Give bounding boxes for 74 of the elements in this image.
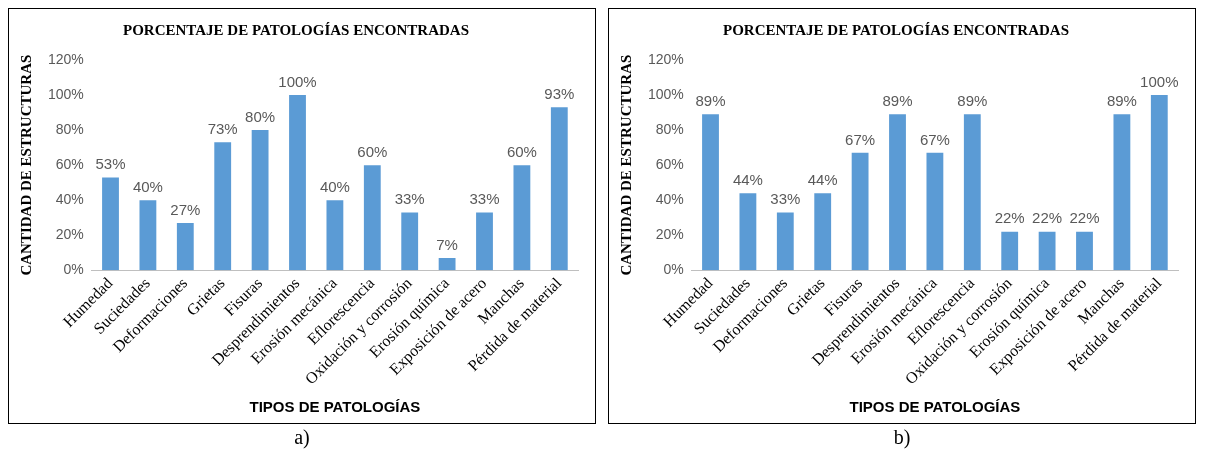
y-axis-title: CANTIDAD DE ESTRUCTURAS <box>617 54 634 276</box>
data-label: 22% <box>1032 209 1063 227</box>
x-axis-title: TIPOS DE PATOLOGÍAS <box>849 398 1021 416</box>
data-label: 93% <box>544 84 575 102</box>
text: a) <box>293 426 311 449</box>
bar <box>102 177 119 271</box>
y-tick-label: 0% <box>663 261 684 278</box>
data-label: 33% <box>770 190 801 208</box>
data-label: 67% <box>845 130 876 148</box>
bar <box>851 152 869 271</box>
x-axis-title: TIPOS DE PATOLOGÍAS <box>249 398 421 416</box>
data-label: 40% <box>132 177 163 195</box>
bar <box>814 193 832 271</box>
data-label: 33% <box>469 190 500 208</box>
chart-title: PORCENTAJE DE PATOLOGÍAS ENCONTRADAS <box>122 21 470 38</box>
y-axis-title: CANTIDAD DE ESTRUCTURAS <box>17 54 34 276</box>
data-label: 33% <box>394 190 425 208</box>
bar <box>963 114 981 271</box>
bar <box>1001 231 1019 271</box>
bar <box>889 114 906 271</box>
data-label: 89% <box>695 91 726 109</box>
bar <box>1076 231 1093 271</box>
bar <box>1113 114 1131 271</box>
y-tick-label: 120% <box>647 50 684 67</box>
data-label: 7% <box>436 235 458 253</box>
data-label: 22% <box>994 209 1025 227</box>
data-label: 67% <box>919 130 950 148</box>
bar <box>401 212 419 271</box>
y-tick-label: 40% <box>55 191 84 208</box>
bar <box>251 130 269 271</box>
bar <box>289 95 306 271</box>
bar <box>702 114 719 271</box>
data-label: 40% <box>319 177 350 195</box>
bar <box>476 212 493 271</box>
text: b) <box>892 426 912 449</box>
y-tick-label: 20% <box>55 226 84 243</box>
data-label: 60% <box>357 142 388 160</box>
bar <box>513 165 531 271</box>
data-label: 44% <box>807 170 838 188</box>
y-tick-label: 80% <box>55 120 84 137</box>
y-tick-label: 60% <box>55 155 84 172</box>
data-label: 60% <box>506 142 537 160</box>
bar <box>1150 95 1168 271</box>
bar <box>926 152 944 271</box>
bar <box>214 142 232 271</box>
data-label: 27% <box>170 200 201 218</box>
data-label: 89% <box>882 91 913 109</box>
bar <box>326 200 344 271</box>
y-tick-label: 0% <box>63 261 84 278</box>
data-label: 100% <box>1140 72 1179 90</box>
y-tick-label: 100% <box>47 85 84 102</box>
y-tick-label: 120% <box>47 50 84 67</box>
bar <box>139 200 157 271</box>
bar <box>1038 231 1056 271</box>
bar <box>739 193 757 271</box>
bar <box>776 212 794 271</box>
y-tick-label: 40% <box>655 191 684 208</box>
bar <box>438 257 456 271</box>
bar <box>363 165 381 271</box>
bar <box>176 222 194 271</box>
data-label: 53% <box>95 155 126 173</box>
data-label: 44% <box>732 170 763 188</box>
y-tick-label: 100% <box>647 85 684 102</box>
data-label: 89% <box>957 91 988 109</box>
y-tick-label: 80% <box>655 120 684 137</box>
data-label: 100% <box>278 72 317 90</box>
bar <box>550 107 568 271</box>
data-label: 73% <box>207 119 238 137</box>
chart-title: PORCENTAJE DE PATOLOGÍAS ENCONTRADAS <box>722 21 1070 38</box>
y-tick-label: 60% <box>655 155 684 172</box>
y-tick-label: 20% <box>655 226 684 243</box>
data-label: 80% <box>245 107 276 125</box>
data-label: 89% <box>1106 91 1137 109</box>
data-label: 22% <box>1069 209 1100 227</box>
